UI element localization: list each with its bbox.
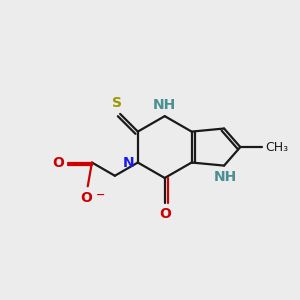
Text: N: N (123, 155, 134, 170)
Text: S: S (112, 96, 122, 110)
Text: NH: NH (153, 98, 176, 112)
Text: O: O (52, 155, 64, 170)
Text: O: O (159, 207, 171, 221)
Text: O: O (80, 191, 92, 205)
Text: −: − (96, 190, 105, 200)
Text: NH: NH (214, 170, 237, 184)
Text: CH₃: CH₃ (265, 141, 289, 154)
